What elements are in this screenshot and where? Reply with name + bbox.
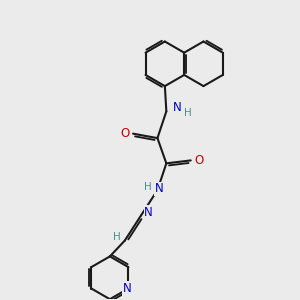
Text: N: N <box>173 101 182 114</box>
Text: O: O <box>120 127 129 140</box>
Text: N: N <box>122 282 131 295</box>
Text: O: O <box>194 154 204 167</box>
Text: H: H <box>184 108 192 118</box>
Text: H: H <box>144 182 152 192</box>
Text: N: N <box>154 182 163 195</box>
Text: N: N <box>144 206 153 219</box>
Text: H: H <box>112 232 120 242</box>
